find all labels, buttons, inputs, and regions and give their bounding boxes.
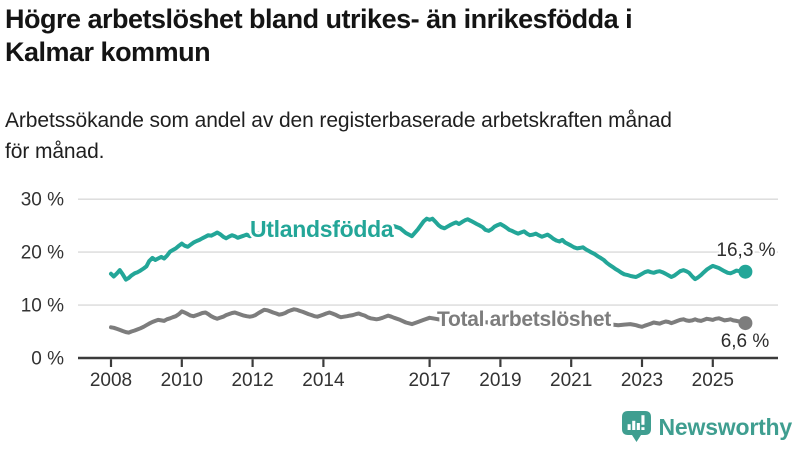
x-axis-tick-label: 2021 xyxy=(550,370,592,391)
chart-header: Högre arbetslöshet bland utrikes- än inr… xyxy=(5,3,796,69)
x-axis: 2008 2010 2012 2014 2017 2019 2021 2023 2025 xyxy=(78,356,778,391)
chart-grid: 0 % 10 % 20 % 30 % xyxy=(21,190,778,370)
logo-exclamation-bar xyxy=(640,415,645,425)
series-label-total-arbetsloshet: Total arbetslöshet xyxy=(437,308,611,331)
logo-text: Newsworthy xyxy=(658,413,793,440)
series-line-0 xyxy=(109,216,748,282)
x-axis-tick-label: 2014 xyxy=(302,370,345,391)
x-axis-tick-label: 2019 xyxy=(479,370,521,391)
series-end-dot-0 xyxy=(738,264,753,279)
y-axis-tick-label: 30 % xyxy=(21,190,64,211)
y-axis-tick-label: 20 % xyxy=(21,243,64,264)
x-axis-tick-label: 2025 xyxy=(692,370,734,391)
logo-exclamation-dot xyxy=(640,427,645,430)
chart-series xyxy=(109,216,753,335)
newsworthy-logo-icon xyxy=(621,411,651,442)
chart-subtitle-line-2: för månad. xyxy=(5,140,105,163)
chart-subtitle: Arbetssökande som andel av den registerb… xyxy=(5,105,672,167)
y-axis-tick-label: 10 % xyxy=(21,296,64,317)
x-axis-tick-label: 2012 xyxy=(231,370,273,391)
logo-bar-2 xyxy=(631,420,635,430)
x-axis-tick-label: 2010 xyxy=(161,370,203,391)
logo-bar-1 xyxy=(627,424,631,430)
logo-bar-3 xyxy=(636,423,640,430)
series-end-dot-1 xyxy=(738,316,753,331)
newsworthy-logo: Newsworthy xyxy=(621,411,793,443)
end-value-label-total: 6,6 % xyxy=(721,331,770,352)
x-axis-tick-label: 2023 xyxy=(621,370,663,391)
page-title-line-1: Högre arbetslöshet bland utrikes- än inr… xyxy=(5,4,633,34)
y-axis-tick-label: 0 % xyxy=(31,349,64,370)
series-label-utlandsfodda: Utlandsfödda xyxy=(250,216,394,242)
series-line-1 xyxy=(109,307,748,335)
page-title-line-2: Kalmar kommun xyxy=(5,37,211,67)
end-value-label-utlandsfodda: 16,3 % xyxy=(716,240,775,261)
x-axis-tick-label: 2008 xyxy=(90,370,132,391)
chart-subtitle-line-1: Arbetssökande som andel av den registerb… xyxy=(5,109,672,132)
x-axis-tick-label: 2017 xyxy=(408,370,450,391)
